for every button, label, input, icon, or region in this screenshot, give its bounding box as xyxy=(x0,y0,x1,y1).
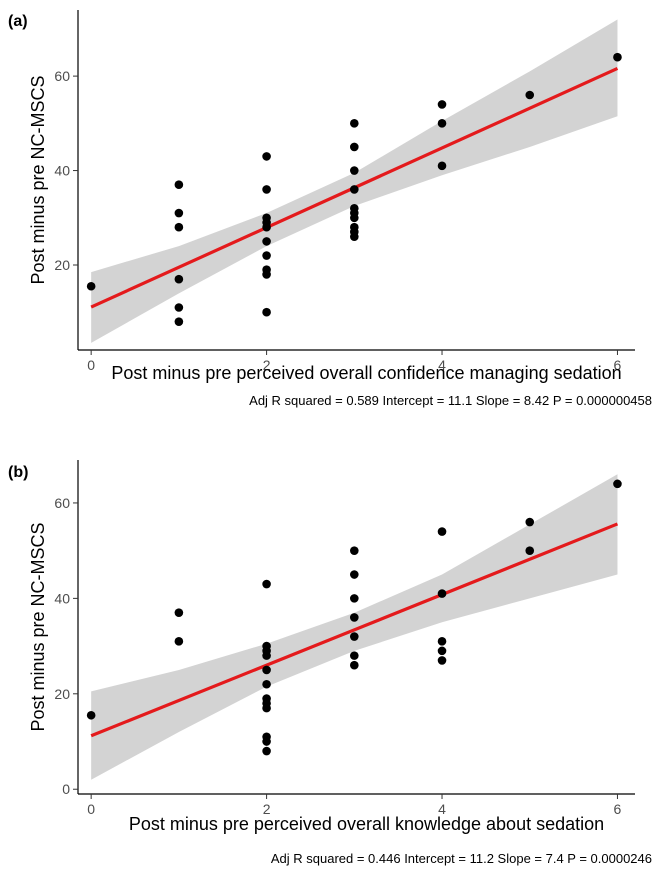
chart-1-regression-line xyxy=(90,522,619,738)
chart-1-data-point-0 xyxy=(86,710,96,720)
chart-1-data-point-18 xyxy=(350,613,359,622)
chart-1-data-point-11 xyxy=(262,703,271,713)
chart-1-data-point-27 xyxy=(525,517,535,527)
chart-1-x-tick-label-2: 2 xyxy=(263,801,271,817)
chart-1-data-point-21 xyxy=(350,660,359,670)
chart-0-data-point-15 xyxy=(262,270,271,279)
chart-1-x-tick-label-6: 6 xyxy=(614,801,622,817)
chart-0-data-point-16 xyxy=(262,307,271,317)
chart-0-data-point-17 xyxy=(350,119,359,128)
chart-0-data-point-28 xyxy=(437,119,447,128)
chart-1-y-tick-label-60: 60 xyxy=(54,495,70,511)
chart-0-data-point-4 xyxy=(174,274,184,284)
chart-0-y-tick-label-40: 40 xyxy=(54,163,70,179)
chart-0-data-point-26 xyxy=(350,232,359,241)
chart-0-data-point-13 xyxy=(262,251,271,260)
chart-1-data-point-24 xyxy=(437,637,447,646)
chart-1-x-tick-label-4: 4 xyxy=(438,801,446,817)
chart-1-data-point-28 xyxy=(525,546,535,555)
chart-1-data-point-14 xyxy=(262,746,271,756)
chart-1-y-tick-label-40: 40 xyxy=(54,590,70,606)
chart-1-data-point-2 xyxy=(174,637,184,646)
chart-0-data-point-7 xyxy=(262,152,271,161)
chart-0-y-tick-label-20: 20 xyxy=(54,257,70,273)
chart-1-data-point-3 xyxy=(262,579,271,589)
chart-1-panel-label: (b) xyxy=(8,464,28,481)
chart-0-data-point-23 xyxy=(350,213,359,223)
chart-0-data-point-27 xyxy=(437,100,447,109)
chart-0-y-tick-label-60: 60 xyxy=(54,68,70,84)
chart-1-data-point-26 xyxy=(437,656,447,665)
chart-1-data-point-17 xyxy=(350,594,359,603)
chart-0-data-point-20 xyxy=(350,185,359,194)
chart-1-x-axis-title: Post minus pre perceived overall knowled… xyxy=(129,814,604,834)
chart-1-data-point-23 xyxy=(437,589,447,598)
chart-0-confidence-band xyxy=(91,19,618,343)
chart-1-data-point-29 xyxy=(613,479,622,489)
chart-1-stats-annotation: Adj R squared = 0.446 Intercept = 11.2 S… xyxy=(271,851,652,866)
chart-0-x-tick-label-2: 2 xyxy=(263,357,271,373)
chart-1-data-point-13 xyxy=(262,737,271,746)
chart-0-data-point-3 xyxy=(174,222,184,232)
chart-1-data-point-19 xyxy=(350,632,359,641)
chart-0-data-point-1 xyxy=(174,180,184,190)
chart-1-data-point-1 xyxy=(174,608,184,617)
chart-1-data-point-7 xyxy=(262,665,271,675)
chart-1-data-point-22 xyxy=(437,527,447,536)
chart-0-x-tick-label-4: 4 xyxy=(438,357,446,373)
chart-1-y-tick-label-20: 20 xyxy=(54,686,70,702)
chart-0-x-tick-label-0: 0 xyxy=(87,357,95,373)
chart-0-data-point-30 xyxy=(525,90,535,100)
chart-1-data-point-15 xyxy=(350,546,359,555)
chart-0-data-point-2 xyxy=(174,208,184,218)
chart-0-data-point-8 xyxy=(262,185,271,194)
chart-0-data-point-29 xyxy=(437,161,447,171)
chart-1-y-axis-title: Post minus pre NC-MSCS xyxy=(28,522,48,731)
chart-0-x-axis-title: Post minus pre perceived overall confide… xyxy=(111,363,621,383)
chart-0-x-tick-label-6: 6 xyxy=(614,357,622,373)
chart-1-data-point-8 xyxy=(262,679,271,689)
chart-0-data-point-11 xyxy=(262,222,271,232)
chart-1-y-tick-label-0: 0 xyxy=(62,781,70,797)
chart-1-data-point-20 xyxy=(350,651,359,660)
chart-0-y-axis-title: Post minus pre NC-MSCS xyxy=(28,75,48,284)
chart-0-data-point-0 xyxy=(86,281,96,291)
chart-1-confidence-band xyxy=(91,474,618,780)
chart-1-data-point-25 xyxy=(437,646,447,656)
chart-0-data-point-31 xyxy=(613,52,622,62)
chart-0-data-point-12 xyxy=(262,237,271,246)
chart-0-stats-annotation: Adj R squared = 0.589 Intercept = 11.1 S… xyxy=(249,393,652,408)
chart-1-data-point-6 xyxy=(262,651,271,660)
chart-0-panel: (a) 0 2 4 6 20 40 60 Post minus pre perceived ov… xyxy=(8,10,652,408)
chart-0-data-point-5 xyxy=(174,303,184,312)
chart-0-panel-label: (a) xyxy=(8,13,28,30)
chart-1-data-point-16 xyxy=(350,570,359,579)
chart-0-data-point-18 xyxy=(350,142,359,152)
chart-0-data-point-6 xyxy=(174,317,184,326)
chart-0-data-point-19 xyxy=(350,166,359,175)
chart-1-x-tick-label-0: 0 xyxy=(87,801,95,817)
